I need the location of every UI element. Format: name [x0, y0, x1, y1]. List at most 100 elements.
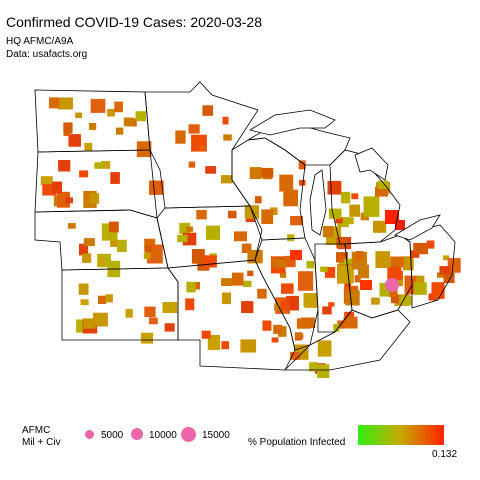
org-label: HQ AFMC/A9A: [6, 36, 74, 47]
county-fill: [107, 109, 115, 117]
county-fill: [357, 264, 369, 279]
county-fill: [162, 302, 178, 313]
county-fill: [89, 193, 100, 204]
county-fill: [395, 280, 403, 287]
county-fill: [240, 339, 257, 353]
county-fill: [395, 220, 405, 230]
county-fill: [281, 283, 294, 294]
county-fill: [431, 282, 445, 299]
county-fill: [65, 197, 73, 204]
county-fill: [371, 297, 380, 305]
county-fill: [360, 280, 372, 290]
county-fill: [68, 134, 81, 147]
county-fill: [249, 167, 262, 180]
county-fill: [336, 237, 347, 248]
county-fill: [205, 225, 221, 240]
midwest-county-map: [34, 81, 461, 378]
county-fill: [343, 316, 358, 329]
county-fill: [317, 340, 332, 357]
county-fill: [290, 216, 303, 226]
county-fill: [143, 252, 151, 259]
county-fill: [204, 255, 217, 268]
size-legend-label-large: 15000: [202, 430, 230, 441]
county-fill: [94, 162, 104, 169]
county-fill: [108, 221, 119, 233]
county-fill: [303, 293, 318, 308]
county-fill: [247, 270, 254, 277]
size-legend-label-small: 5000: [101, 430, 124, 441]
county-fill: [101, 161, 111, 169]
state-outline: [167, 259, 296, 371]
county-fill: [447, 258, 461, 273]
county-fill: [247, 249, 263, 264]
county-fill: [335, 217, 343, 224]
county-fill: [97, 257, 106, 265]
county-fill: [443, 269, 455, 284]
county-fill: [295, 333, 304, 339]
county-fill: [82, 253, 92, 263]
county-fill: [328, 208, 342, 219]
county-fill: [297, 271, 314, 291]
county-fill: [273, 324, 283, 334]
county-fill: [324, 267, 336, 278]
county-fill: [443, 255, 450, 261]
county-fill: [374, 187, 388, 197]
county-fill: [390, 256, 404, 268]
county-fill: [115, 127, 124, 135]
county-fill: [83, 238, 95, 247]
county-fill: [207, 335, 221, 350]
county-fill: [149, 317, 158, 325]
county-fill: [83, 318, 96, 329]
county-fill: [413, 242, 428, 255]
county-fill: [78, 283, 89, 295]
county-fill: [164, 323, 175, 332]
county-fill: [278, 326, 287, 337]
county-fill: [89, 123, 97, 130]
county-fill: [117, 239, 127, 252]
county-fill: [322, 306, 332, 315]
county-fill: [280, 300, 290, 310]
county-fill: [232, 272, 244, 286]
county-fill: [296, 318, 311, 329]
county-fill: [93, 312, 108, 327]
county-fill: [149, 180, 164, 195]
county-fill: [373, 220, 387, 233]
county-fill: [290, 352, 300, 360]
county-fill: [426, 240, 435, 249]
size-legend-title: AFMC: [22, 425, 51, 436]
state-borders: [34, 81, 456, 371]
county-fill: [271, 337, 279, 343]
state-outline: [254, 237, 319, 351]
county-fill: [221, 341, 230, 350]
county-fill: [254, 196, 262, 204]
county-fill: [63, 122, 73, 134]
county-fill: [201, 330, 211, 339]
county-fill: [287, 234, 295, 242]
county-fill: [270, 207, 278, 215]
county-fill: [337, 255, 344, 263]
county-fill: [202, 105, 213, 116]
county-fill: [354, 275, 361, 283]
afmc-site-marker: [385, 278, 399, 292]
county-fill: [322, 226, 334, 238]
county-fill: [328, 302, 335, 307]
county-fill: [188, 124, 200, 134]
county-fill: [135, 111, 146, 122]
county-fill: [186, 226, 194, 232]
county-fill: [387, 266, 402, 281]
county-fill: [402, 256, 414, 271]
county-fill: [278, 259, 286, 268]
county-fill: [389, 287, 398, 297]
size-legend-dot-small: [85, 430, 94, 439]
state-outline: [399, 224, 456, 309]
county-fill: [277, 301, 284, 309]
county-fill: [222, 116, 229, 125]
county-fill: [205, 166, 217, 174]
county-fill: [57, 191, 70, 208]
size-legend-subtitle: Mil + Civ: [22, 437, 61, 448]
county-fill: [439, 266, 451, 275]
county-fill: [327, 180, 342, 195]
county-fill: [58, 160, 71, 172]
county-fill: [221, 292, 231, 305]
county-fill: [375, 251, 390, 268]
